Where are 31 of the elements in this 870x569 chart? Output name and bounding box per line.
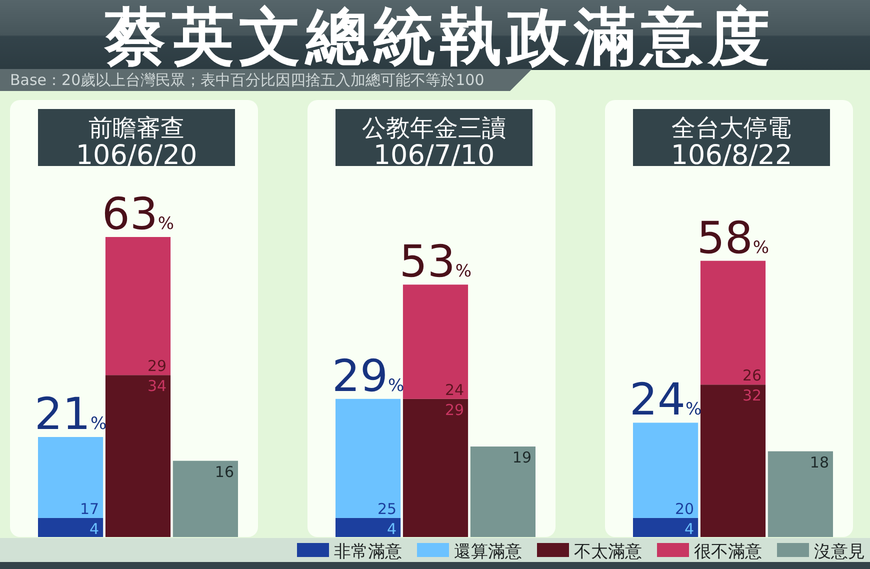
data-label: 29 (444, 400, 464, 419)
data-label: 18 (810, 453, 829, 472)
total-label: 58% (696, 212, 770, 264)
data-label: 26 (742, 366, 762, 385)
text: 蔡英文總統執政滿意度 (105, 0, 775, 73)
data-label: 17 (80, 500, 100, 518)
data-label: 19 (512, 448, 532, 467)
chart-title: 公教年金三讀 (362, 114, 506, 142)
data-label: 4 (90, 520, 100, 538)
data-label: 25 (378, 500, 397, 518)
chart-subtitle: 106/8/22 (670, 140, 792, 171)
data-label: 20 (675, 500, 694, 518)
text: Base：20歲以上台灣民眾；表中百分比因四捨五入加總可能不等於100 (10, 71, 484, 89)
legend-label: 很不滿意 (694, 542, 762, 562)
data-label: 29 (147, 357, 167, 376)
data-label: 34 (147, 377, 167, 396)
data-label: 4 (684, 520, 694, 538)
data-label: 16 (214, 462, 234, 481)
legend-label: 不太滿意 (574, 542, 642, 562)
legend-label: 非常滿意 (334, 542, 402, 562)
data-label: 32 (742, 386, 762, 405)
total-label: 63% (102, 189, 174, 240)
legend-label: 沒意見 (814, 542, 865, 562)
chart-title: 前瞻審查 (88, 114, 184, 142)
chart-subtitle: 106/6/20 (76, 140, 198, 171)
data-label: 4 (387, 520, 397, 538)
chart-subtitle: 106/7/10 (373, 140, 495, 171)
data-label: 24 (444, 380, 464, 399)
legend-label: 還算滿意 (454, 542, 522, 562)
total-label: 53% (399, 236, 472, 288)
chart-title: 全台大停電 (672, 114, 792, 142)
